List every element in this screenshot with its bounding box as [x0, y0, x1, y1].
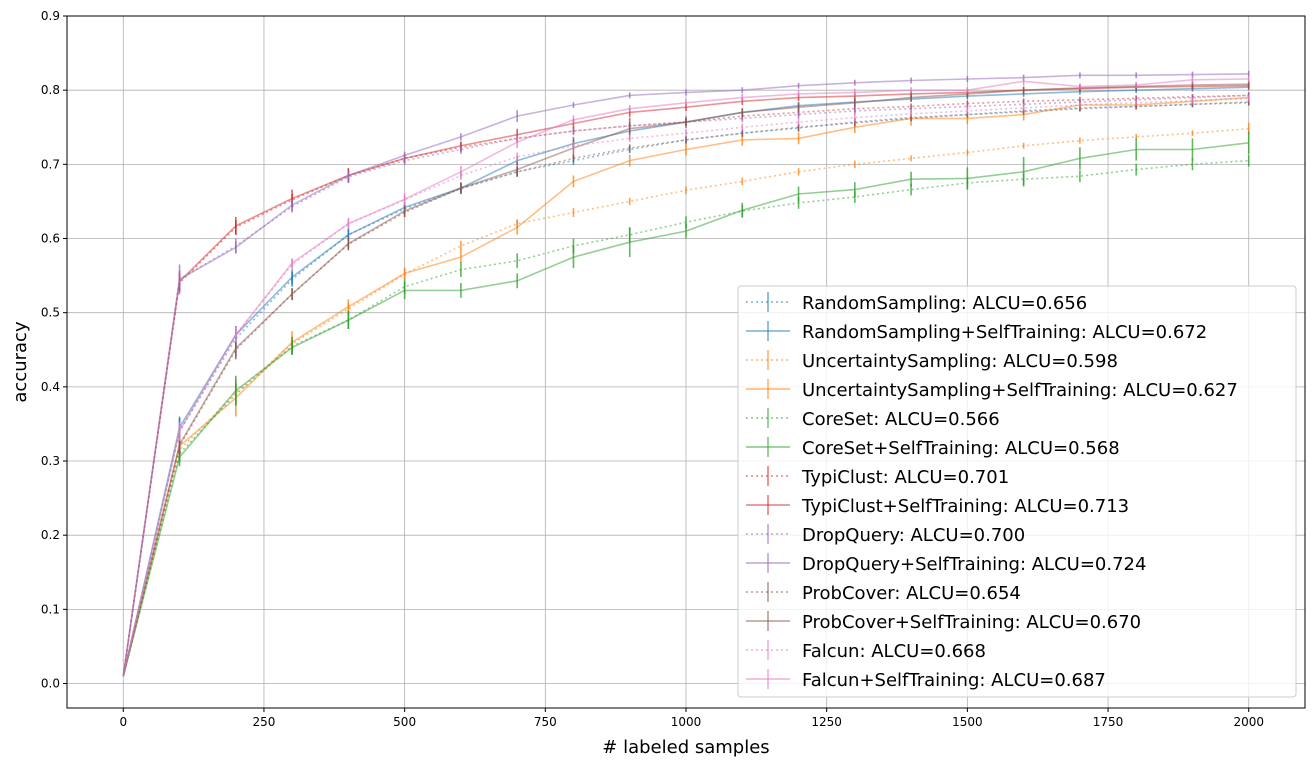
y-tick-label: 0.9 [41, 9, 60, 23]
y-axis-label: accuracy [10, 321, 31, 403]
legend-item: RandomSampling: ALCU=0.656 [746, 292, 1087, 314]
x-tick-label: 1750 [1093, 715, 1124, 729]
legend-label: UncertaintySampling+SelfTraining: ALCU=0… [802, 380, 1238, 401]
x-tick-label: 1250 [811, 715, 842, 729]
series [122, 70, 1250, 677]
legend-label: TypiClust: ALCU=0.701 [801, 467, 1009, 488]
y-axis-ticks: 0.0 0.1 0.2 0.3 0.4 0.5 0.6 0.7 0.8 0.9 [41, 9, 67, 691]
legend-box [737, 285, 1297, 698]
x-tick-label: 1000 [671, 715, 702, 729]
legend-item: CoreSet+SelfTraining: ALCU=0.568 [746, 437, 1120, 459]
legend-item: RandomSampling+SelfTraining: ALCU=0.672 [746, 321, 1207, 343]
legend-label: UncertaintySampling: ALCU=0.598 [802, 351, 1118, 372]
x-tick-label: 0 [119, 715, 127, 729]
legend-item: DropQuery: ALCU=0.700 [746, 524, 1025, 546]
legend-label: RandomSampling+SelfTraining: ALCU=0.672 [802, 322, 1207, 343]
legend-label: DropQuery+SelfTraining: ALCU=0.724 [802, 554, 1146, 575]
legend-item: ProbCover: ALCU=0.654 [746, 582, 1021, 604]
legend-label: CoreSet: ALCU=0.566 [802, 409, 1000, 430]
legend-label: RandomSampling: ALCU=0.656 [802, 293, 1087, 314]
series [122, 76, 1250, 677]
legend-item: ProbCover+SelfTraining: ALCU=0.670 [746, 611, 1141, 633]
x-tick-label: 500 [393, 715, 416, 729]
legend-label: ProbCover+SelfTraining: ALCU=0.670 [802, 612, 1141, 633]
y-tick-label: 0.4 [41, 380, 60, 394]
legend: RandomSampling: ALCU=0.656 RandomSampling… [737, 285, 1297, 698]
x-axis-ticks: 0 250 500 750 1000 1250 1500 1750 2000 [119, 708, 1264, 729]
legend-item: TypiClust: ALCU=0.701 [746, 466, 1009, 488]
legend-item: CoreSet: ALCU=0.566 [746, 408, 1000, 430]
series-line [122, 97, 1249, 677]
legend-label: CoreSet+SelfTraining: ALCU=0.568 [802, 438, 1120, 459]
y-tick-label: 0.0 [41, 677, 60, 691]
x-tick-label: 750 [534, 715, 557, 729]
y-tick-label: 0.8 [41, 83, 60, 97]
y-tick-label: 0.6 [41, 232, 60, 246]
plot-series [122, 70, 1250, 677]
legend-item: Falcun+SelfTraining: ALCU=0.687 [746, 669, 1106, 691]
legend-label: DropQuery: ALCU=0.700 [802, 525, 1025, 546]
legend-item: Falcun: ALCU=0.668 [746, 640, 986, 662]
x-tick-label: 250 [253, 715, 276, 729]
series-line [122, 101, 1249, 677]
legend-label: Falcun+SelfTraining: ALCU=0.687 [802, 670, 1106, 691]
legend-label: ProbCover: ALCU=0.654 [802, 583, 1021, 604]
legend-item: DropQuery+SelfTraining: ALCU=0.724 [746, 553, 1146, 575]
y-tick-label: 0.2 [41, 528, 60, 542]
legend-item: UncertaintySampling: ALCU=0.598 [746, 350, 1118, 372]
y-tick-label: 0.1 [41, 602, 60, 616]
legend-item: UncertaintySampling+SelfTraining: ALCU=0… [746, 379, 1238, 401]
legend-label: Falcun: ALCU=0.668 [802, 641, 986, 662]
y-tick-label: 0.3 [41, 454, 60, 468]
legend-label: TypiClust+SelfTraining: ALCU=0.713 [801, 496, 1129, 517]
y-tick-label: 0.7 [41, 157, 60, 171]
x-tick-label: 1500 [952, 715, 983, 729]
legend-item: TypiClust+SelfTraining: ALCU=0.713 [746, 495, 1129, 517]
x-tick-label: 2000 [1233, 715, 1264, 729]
y-tick-label: 0.5 [41, 306, 60, 320]
x-axis-label: # labeled samples [602, 737, 769, 758]
series [122, 131, 1250, 677]
